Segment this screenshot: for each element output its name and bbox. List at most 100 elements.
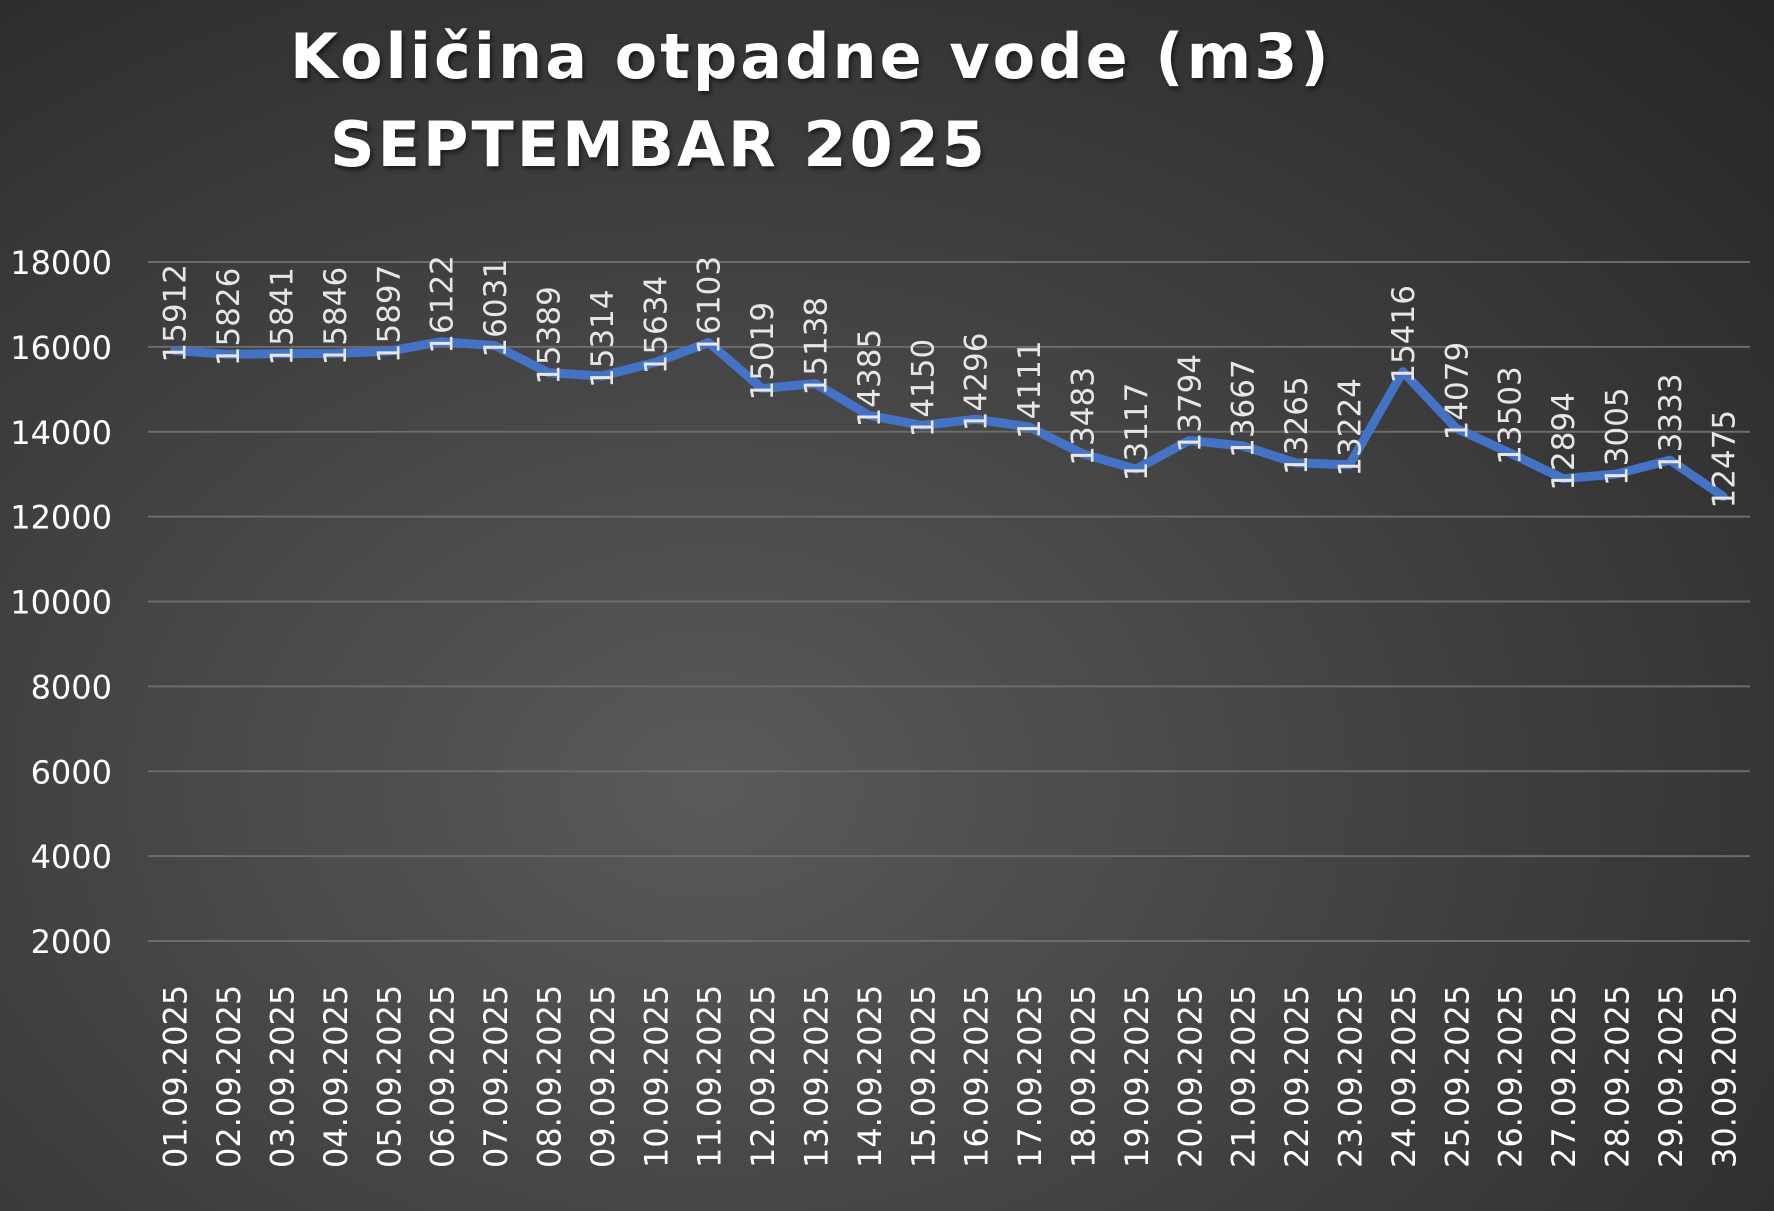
data-label: 15634 [638,276,674,375]
x-tick-label: 13.09.2025 [798,985,836,1168]
data-label: 14079 [1439,342,1475,441]
x-tick-label: 16.09.2025 [958,985,996,1168]
x-tick-label: 03.09.2025 [264,985,302,1168]
y-tick-label: 10000 [10,584,112,622]
data-point [1505,448,1514,457]
data-label: 15846 [318,267,354,366]
data-label: 13005 [1600,387,1636,486]
data-label: 14296 [959,333,995,432]
data-label: 14111 [1012,340,1048,439]
data-label: 13333 [1653,373,1689,472]
x-tick-label: 23.09.2025 [1332,985,1370,1168]
x-tick-label: 29.09.2025 [1652,985,1690,1168]
data-label: 15897 [371,265,407,364]
data-label: 12475 [1706,410,1742,509]
data-label: 13117 [1119,383,1155,482]
data-point [918,421,927,430]
data-point [330,349,339,358]
series-line [170,337,1728,501]
x-tick-label: 17.09.2025 [1011,985,1049,1168]
x-tick-label: 01.09.2025 [157,985,195,1168]
y-tick-label: 14000 [10,414,112,452]
data-label: 14150 [905,339,941,438]
data-point [1238,441,1247,450]
data-label: 13265 [1279,376,1315,475]
data-point [384,347,393,356]
data-label: 15416 [1386,285,1422,384]
data-point [1345,460,1354,469]
data-point [1078,449,1087,458]
data-label: 13667 [1226,359,1262,458]
data-point [170,346,179,355]
x-tick-label: 14.09.2025 [851,985,889,1168]
x-tick-label: 30.09.2025 [1705,985,1743,1168]
x-tick-label: 15.09.2025 [904,985,942,1168]
chart-subtitle: SEPTEMBAR 2025 [330,108,988,181]
data-label: 15138 [799,297,835,396]
data-label: 12894 [1546,392,1582,491]
data-point [1398,367,1407,376]
data-label: 15314 [585,289,621,388]
data-label: 13794 [1172,354,1208,453]
x-tick-label: 20.09.2025 [1171,985,1209,1168]
y-tick-label: 16000 [10,329,112,367]
data-point [597,371,606,380]
data-label: 15912 [158,264,194,363]
y-tick-label: 18000 [10,244,112,282]
data-point [491,341,500,350]
data-point [277,349,286,358]
x-tick-label: 04.09.2025 [317,985,355,1168]
data-label: 16031 [478,259,514,358]
data-point [811,379,820,388]
x-tick-label: 12.09.2025 [744,985,782,1168]
data-point [1665,456,1674,465]
y-tick-label: 6000 [31,753,112,791]
data-point [544,368,553,377]
y-tick-label: 8000 [31,668,112,706]
data-point [1719,492,1728,501]
chart-title: Količina otpadne vode (m3) [290,20,1332,93]
x-tick-label: 24.09.2025 [1385,985,1423,1168]
x-tick-label: 10.09.2025 [637,985,675,1168]
data-label: 16103 [692,256,728,355]
data-point [758,384,767,393]
data-point [1452,424,1461,433]
y-tick-label: 4000 [31,838,112,876]
data-label: 13483 [1066,367,1102,466]
x-tick-label: 22.09.2025 [1278,985,1316,1168]
x-tick-label: 09.09.2025 [584,985,622,1168]
data-point [864,411,873,420]
x-tick-label: 26.09.2025 [1492,985,1530,1168]
data-point [1185,436,1194,445]
data-label: 16122 [425,255,461,354]
data-label: 15826 [211,268,247,367]
y-tick-label: 12000 [10,499,112,537]
data-label: 13224 [1333,378,1369,477]
y-tick-label: 2000 [31,923,112,961]
data-point [704,338,713,347]
data-point [1559,474,1568,483]
data-label: 14385 [852,329,888,428]
x-tick-label: 28.09.2025 [1599,985,1637,1168]
x-tick-label: 27.09.2025 [1545,985,1583,1168]
x-tick-label: 25.09.2025 [1438,985,1476,1168]
data-point [971,415,980,424]
data-point [1612,469,1621,478]
data-label: 15389 [532,286,568,385]
x-tick-label: 11.09.2025 [691,985,729,1168]
data-point [1025,423,1034,432]
data-label: 15019 [745,302,781,401]
x-tick-label: 18.09.2025 [1065,985,1103,1168]
data-label: 13503 [1493,366,1529,465]
x-tick-label: 21.09.2025 [1225,985,1263,1168]
x-tick-label: 06.09.2025 [424,985,462,1168]
data-point [1131,465,1140,474]
x-tick-label: 07.09.2025 [477,985,515,1168]
data-point [224,350,233,359]
x-tick-label: 19.09.2025 [1118,985,1156,1168]
x-tick-label: 08.09.2025 [531,985,569,1168]
data-point [651,358,660,367]
data-point [437,337,446,346]
